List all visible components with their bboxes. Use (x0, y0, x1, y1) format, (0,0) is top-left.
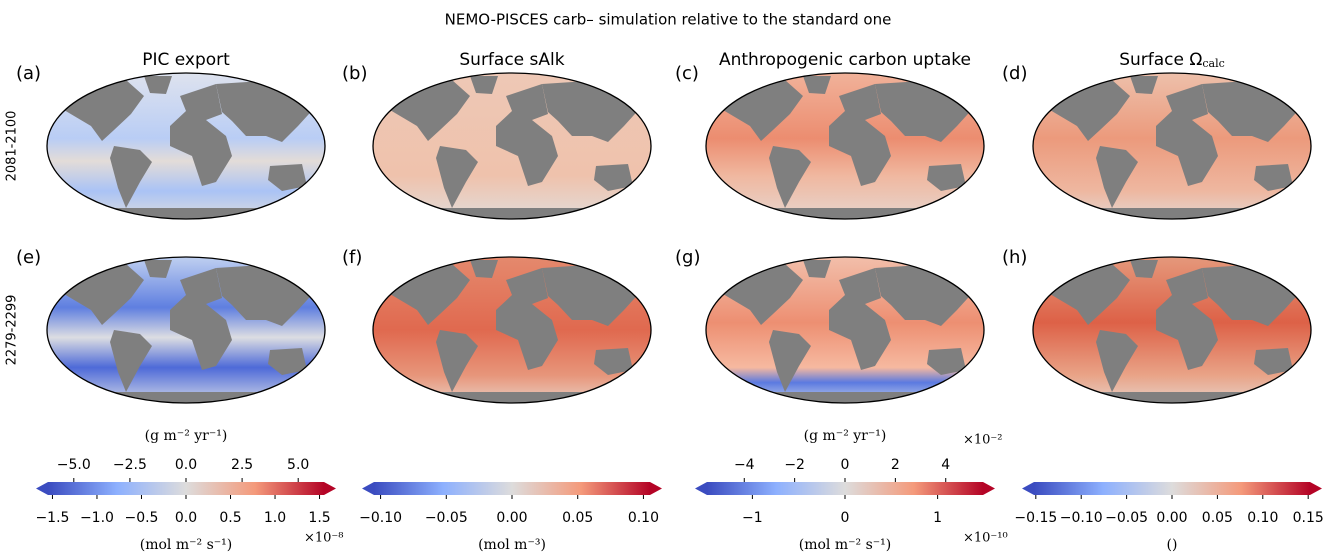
colorbar (374, 482, 650, 495)
column-title-subscript: calc (1202, 57, 1224, 70)
colorbar-unit: (g m⁻² yr⁻¹) (145, 428, 228, 444)
map (373, 73, 651, 219)
colorbar-extend-low (695, 482, 707, 495)
map (706, 257, 984, 403)
figure-title: NEMO-PISCES carb– simulation relative to… (445, 11, 892, 29)
colorbar-offset: ×10⁻⁸ (304, 531, 344, 546)
colorbar-tick-label: 5.0 (287, 457, 309, 473)
colorbar-tick-label: −1.0 (80, 510, 114, 526)
colorbar-tick-label: −1 (742, 510, 763, 526)
colorbar-unit: () (1167, 537, 1178, 553)
map (47, 73, 325, 219)
colorbar-extend-low (1022, 482, 1034, 495)
colorbar-tick-label: 0.0 (175, 510, 197, 526)
colorbar-tick-label: 0.05 (1202, 510, 1233, 526)
colorbar-unit: (mol m⁻² s⁻¹) (140, 537, 232, 553)
colorbar-tick-label: 2.5 (231, 457, 253, 473)
colorbar-tick-label: −2.5 (113, 457, 147, 473)
panel-label: (a) (16, 63, 41, 84)
colorbar-tick-label: 1 (933, 510, 942, 526)
colorbar-extend-high (1310, 482, 1322, 495)
colorbar-tick-label: 4 (941, 457, 950, 473)
colorbar-extend-low (362, 482, 374, 495)
colorbar-tick-label: 1.0 (264, 510, 286, 526)
colorbar-offset: ×10⁻² (963, 433, 1003, 448)
colorbar-tick-label: −0.05 (425, 510, 468, 526)
colorbar-extend-high (983, 482, 995, 495)
map-border (705, 256, 985, 404)
colorbar-extend-low (36, 482, 48, 495)
colorbar-tick-label: −5.0 (57, 457, 91, 473)
row-label: 2081-2100 (5, 111, 20, 182)
colorbar-tick-label: 0.10 (628, 510, 659, 526)
column-title: Surface Ωcalc (1119, 50, 1225, 70)
colorbar-tick-label: 0 (841, 510, 850, 526)
column-title: Anthropogenic carbon uptake (719, 50, 971, 70)
colorbar-tick-label: 0.00 (496, 510, 527, 526)
column-title-text: Surface sAlk (459, 50, 564, 70)
colorbar (707, 482, 983, 495)
colorbar-tick-label: −2 (784, 457, 805, 473)
map-panel (372, 72, 652, 220)
colorbar-tick-label: −0.15 (1014, 510, 1057, 526)
panel-label: (h) (1002, 247, 1027, 268)
map-border (1032, 72, 1312, 220)
colorbar-tick-label: −0.10 (359, 510, 402, 526)
colorbar-tick-label: −4 (734, 457, 755, 473)
column-title: PIC export (142, 50, 230, 70)
colorbar-tick-label: −1.5 (35, 510, 69, 526)
panel-label: (f) (342, 247, 362, 268)
column-title-text: Anthropogenic carbon uptake (719, 50, 971, 70)
map-border (1032, 256, 1312, 404)
map (706, 73, 984, 219)
colorbar-tick-label: 0.05 (562, 510, 593, 526)
colorbar-tick-label: 0.15 (1293, 510, 1324, 526)
panel-label: (b) (342, 63, 367, 84)
panel-label: (e) (16, 247, 41, 268)
map-panel (1032, 72, 1312, 220)
map-panel (46, 72, 326, 220)
colorbar (48, 482, 324, 495)
colorbar-tick-label: 0.10 (1247, 510, 1278, 526)
map-border (46, 72, 326, 220)
map-border (705, 72, 985, 220)
colorbar-tick-label: −0.10 (1060, 510, 1103, 526)
colorbar-tick-label: 0.5 (219, 510, 241, 526)
colorbar-tick-label: 1.5 (308, 510, 330, 526)
colorbar-tick-label: 2 (891, 457, 900, 473)
colorbar-unit: (g m⁻² yr⁻¹) (804, 428, 887, 444)
colorbar-unit: (mol m⁻² s⁻¹) (799, 537, 891, 553)
colorbar-tick-label: −0.5 (124, 510, 158, 526)
panel-label: (d) (1002, 63, 1027, 84)
colorbar-tick-label: 0 (841, 457, 850, 473)
colorbar-unit: (mol m⁻³) (478, 537, 546, 553)
map-border (372, 256, 652, 404)
colorbar-tick-label: 0.00 (1156, 510, 1187, 526)
colorbar-extend-high (324, 482, 336, 495)
map-panel (705, 72, 985, 220)
colorbar-extend-high (650, 482, 662, 495)
map-panel (46, 256, 326, 404)
column-title-text: PIC export (142, 50, 230, 70)
column-title-text: Surface Ω (1119, 50, 1202, 70)
colorbar (1034, 482, 1310, 495)
colorbar-offset: ×10⁻¹⁰ (963, 531, 1008, 546)
map (1033, 73, 1311, 219)
colorbar-tick-label: 0.0 (175, 457, 197, 473)
column-title: Surface sAlk (459, 50, 564, 70)
map-panel (705, 256, 985, 404)
map (1033, 257, 1311, 403)
panel-label: (g) (675, 247, 700, 268)
map-panel (372, 256, 652, 404)
panel-label: (c) (675, 63, 699, 84)
colorbar-tick-label: −0.05 (1105, 510, 1148, 526)
row-label: 2279-2299 (5, 295, 20, 366)
map-panel (1032, 256, 1312, 404)
map (373, 257, 651, 403)
map-border (46, 256, 326, 404)
map (47, 257, 325, 403)
map-border (372, 72, 652, 220)
